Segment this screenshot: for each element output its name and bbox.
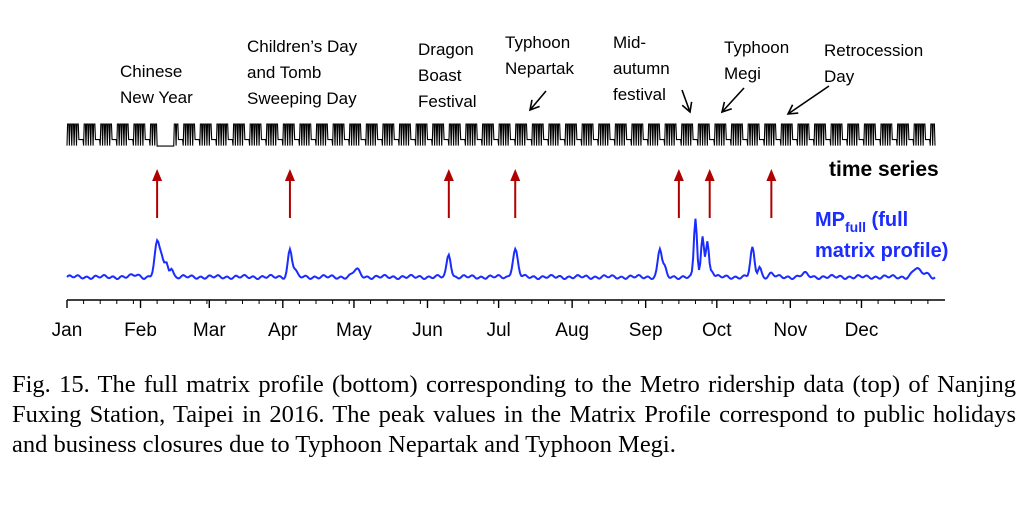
pointer-mid-autumn	[681, 89, 693, 114]
arrow-head	[510, 169, 521, 181]
pointer-head	[786, 104, 799, 115]
time-series-line	[66, 123, 936, 147]
x-tick-label-mar: Mar	[193, 320, 226, 341]
annotation-line: Children’s Day	[247, 37, 358, 56]
arrow-chinese-new-year	[152, 169, 163, 218]
arrow-head	[673, 169, 684, 181]
x-tick-label-aug: Aug	[555, 320, 589, 341]
pointer-head	[720, 101, 733, 114]
annotation-line: Day	[824, 67, 855, 86]
annotation-line: New Year	[120, 88, 193, 107]
x-tick-label-oct: Oct	[702, 320, 732, 341]
annotation-line: Typhoon	[505, 33, 570, 52]
annotation-childrens-day: Children’s Day and Tomb Sweeping Day	[247, 37, 358, 108]
x-tick-label-apr: Apr	[268, 320, 298, 341]
matrix-profile-line	[66, 218, 936, 281]
matrix-profile-label: MPfull (full matrix profile)	[815, 209, 948, 262]
annotation-line: and Tomb	[247, 63, 321, 82]
pointer-shaft	[681, 89, 691, 113]
annotation-line: Typhoon	[724, 38, 789, 57]
annotation-line: Sweeping Day	[247, 89, 357, 108]
figure-caption: Fig. 15. The full matrix profile (bottom…	[12, 371, 1016, 458]
annotation-line: festival	[613, 85, 666, 104]
time-series-plot	[66, 123, 936, 147]
annotation-typhoon-nepartak: Typhoon Nepartak	[505, 33, 574, 78]
matrix-profile-plot	[66, 218, 936, 281]
x-tick-label-jul: Jul	[486, 320, 510, 341]
time-series-label: time series	[829, 158, 939, 181]
event-annotations: Chinese New Year Children’s Day and Tomb Swe…	[120, 33, 923, 115]
x-tick-label-nov: Nov	[773, 320, 807, 341]
arrow-mid-autumn	[673, 169, 684, 218]
arrow-typhoon-megi	[704, 169, 715, 218]
mp-label-sub: full	[845, 219, 866, 235]
annotation-mid-autumn: Mid-autumn festival	[613, 33, 670, 104]
x-tick-label-jun: Jun	[412, 320, 443, 341]
annotation-line: Dragon	[418, 40, 474, 59]
annotation-line: Boast	[418, 66, 462, 85]
pointer-shaft	[787, 85, 830, 115]
pointer-shaft	[529, 90, 547, 111]
mp-label-line2: matrix profile)	[815, 240, 948, 262]
pointer-typhoon-megi	[720, 87, 745, 114]
annotation-line: Nepartak	[505, 59, 574, 78]
arrow-dragon-boat	[443, 169, 454, 218]
pointer-shaft	[721, 87, 745, 113]
x-axis: Jan Feb Mar Apr May Jun Jul Aug Sep Oct Nov Dec	[52, 299, 945, 341]
arrow-retrocession	[766, 169, 777, 218]
annotation-retrocession: Retrocession Day	[824, 41, 923, 86]
x-tick-label-dec: Dec	[845, 320, 879, 341]
arrow-typhoon-nepartak	[510, 169, 521, 218]
arrow-head	[152, 169, 163, 181]
mp-label-main: MP	[815, 209, 845, 231]
annotation-line: Megi	[724, 64, 761, 83]
event-arrows	[152, 169, 777, 218]
annotation-dragon-boat: Dragon Boast Festival	[418, 40, 477, 111]
mp-label-rest: (full	[866, 209, 908, 231]
x-tick-label-sep: Sep	[629, 320, 663, 341]
arrow-head	[443, 169, 454, 181]
pointer-typhoon-nepartak	[528, 90, 547, 112]
x-tick-label-may: May	[336, 320, 372, 341]
annotation-typhoon-megi: Typhoon Megi	[724, 38, 789, 83]
x-tick-label-feb: Feb	[124, 320, 157, 341]
pointer-head	[528, 99, 540, 112]
arrow-head	[766, 169, 777, 181]
annotation-line: autumn	[613, 59, 670, 78]
arrow-head	[704, 169, 715, 181]
pointer-head	[681, 101, 693, 114]
mp-label-line1: MPfull (full	[815, 209, 908, 235]
annotation-chinese-new-year: Chinese New Year	[120, 62, 193, 107]
annotation-line: Festival	[418, 92, 477, 111]
annotation-line: Retrocession	[824, 41, 923, 60]
annotation-line: Chinese	[120, 62, 182, 81]
arrow-childrens-day	[284, 169, 295, 218]
annotation-line: Mid-	[613, 33, 646, 52]
arrow-head	[284, 169, 295, 181]
pointer-retrocession	[786, 85, 830, 115]
x-tick-label-jan: Jan	[52, 320, 83, 341]
